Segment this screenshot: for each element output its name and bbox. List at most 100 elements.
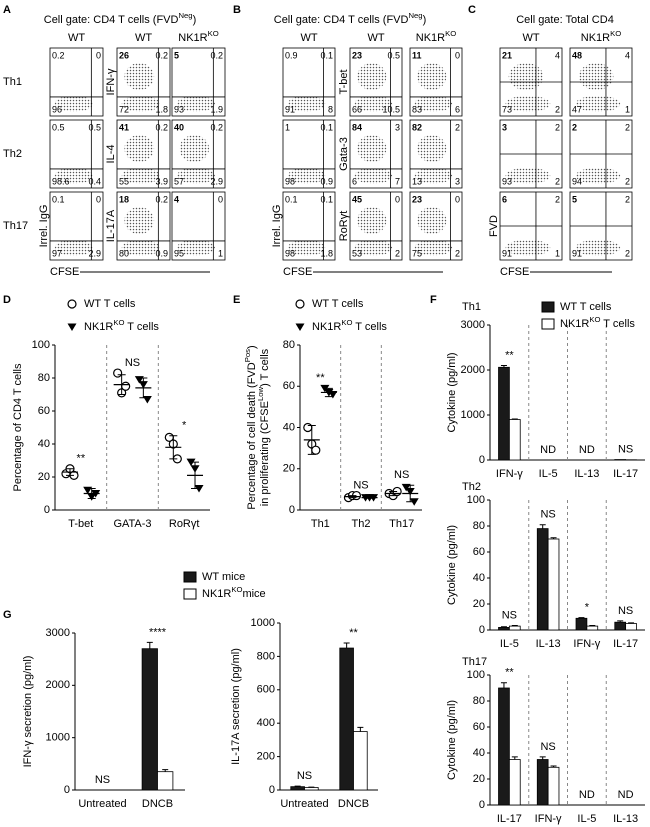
y-tick-label: 400 — [257, 717, 275, 729]
quadrant-value: 0 — [395, 194, 400, 204]
quadrant-value: 91 — [502, 248, 512, 258]
cell-density — [505, 95, 551, 112]
text-part: NK1R — [312, 321, 341, 333]
plot-y-label: Irrel. IgG — [271, 205, 283, 248]
significance-label: ND — [540, 444, 556, 456]
quadrant-value: 1.8 — [320, 248, 333, 258]
text-part: NK1R — [178, 32, 207, 44]
quadrant-value: 11 — [412, 50, 422, 60]
legend-label: WT mice — [202, 571, 245, 583]
cell-density — [357, 62, 387, 91]
error-bar — [294, 785, 301, 787]
significance-label: **** — [149, 626, 167, 638]
bar — [547, 766, 560, 806]
quadrant-value: 91 — [572, 248, 582, 258]
quadrant-value: 3.9 — [155, 176, 168, 186]
column-header: WT — [522, 32, 539, 44]
superscript: KO — [231, 585, 242, 594]
x-tick-label: IL-17 — [497, 813, 522, 825]
quadrant-value: 2 — [555, 194, 560, 204]
text-part: Cell gate: CD4 T cells (FVD — [44, 14, 179, 26]
quadrant-value: 23 — [412, 194, 422, 204]
superscript: Pos — [243, 349, 252, 362]
data-point — [303, 422, 313, 433]
row-label: Th2 — [3, 148, 22, 160]
y-tick-label: 100 — [32, 339, 50, 351]
quadrant-value: 4 — [625, 50, 630, 60]
quadrant-value: 0.9 — [155, 248, 168, 258]
x-tick-label: IL-13 — [613, 813, 638, 825]
quadrant-value: 0.2 — [52, 50, 65, 60]
error-bar — [348, 495, 357, 499]
y-axis-label: Percentage of CD4 T cells — [12, 363, 24, 491]
quadrant-value: 4 — [555, 50, 560, 60]
y-tick-label: 0 — [479, 454, 485, 466]
chart-title: Th17 — [462, 656, 487, 668]
bar — [508, 419, 521, 461]
quadrant-value: 2 — [555, 104, 560, 114]
quadrant-value: 0.4 — [88, 176, 101, 186]
quadrant-value: 1 — [218, 248, 223, 258]
y-tick-label: 3000 — [46, 627, 70, 639]
quadrant-value: 3 — [395, 122, 400, 132]
error-bar — [146, 641, 153, 649]
cell-density — [508, 62, 544, 91]
cell-density — [176, 95, 215, 112]
cell-density — [354, 167, 393, 184]
cell-density — [287, 95, 326, 112]
significance-label: ** — [505, 667, 514, 679]
text-part: NK1R — [416, 32, 445, 44]
cell-density — [354, 239, 393, 256]
x-tick-label: IL-17 — [613, 638, 638, 650]
text-part: NK1R — [581, 32, 610, 44]
quadrant-value: 21 — [502, 50, 512, 60]
superscript: KO — [610, 29, 621, 38]
y-tick-label: 20 — [283, 463, 295, 475]
cell-density — [414, 95, 453, 112]
error-bar — [343, 642, 350, 649]
quadrant-value: 2 — [555, 122, 560, 132]
quadrant-value: 2 — [572, 122, 577, 132]
significance-label: NS — [502, 609, 517, 621]
quadrant-value: 55 — [119, 176, 129, 186]
cell-density — [287, 239, 326, 256]
significance-label: NS — [540, 509, 555, 521]
bar — [339, 647, 354, 791]
error-bar — [365, 496, 374, 499]
y-axis-label: IFN-γ secretion (pg/ml) — [22, 656, 34, 768]
panel-letter: B — [233, 4, 241, 16]
cell-density — [124, 134, 155, 163]
y-tick-label: 80 — [473, 695, 485, 707]
y-tick-label: 1000 — [251, 617, 275, 629]
data-point — [121, 381, 131, 391]
column-header: WT — [135, 32, 152, 44]
quadrant-value: 0.5 — [88, 122, 101, 132]
cell-density — [54, 167, 93, 184]
quadrant-value: 98 — [285, 248, 295, 258]
superscript: Neg — [178, 11, 192, 20]
error-bar — [65, 468, 74, 476]
text-part: ) — [423, 14, 427, 26]
plot-y-label: IL-4 — [105, 145, 117, 164]
row-label: Th17 — [3, 220, 28, 232]
x-tick-label: Untreated — [78, 798, 126, 810]
x-tick-label: IL-5 — [500, 638, 519, 650]
quadrant-value: 10.5 — [382, 104, 400, 114]
quadrant-value: 57 — [174, 176, 184, 186]
significance-label: NS — [297, 770, 312, 782]
quadrant-value: 3 — [502, 122, 507, 132]
x-tick-label: Th2 — [352, 518, 371, 530]
quadrant-value: 93 — [174, 104, 184, 114]
column-header: WT — [68, 32, 85, 44]
y-axis-label: in proliferating (CFSELow) T cells — [256, 348, 271, 506]
x-tick-label: IL-13 — [574, 468, 599, 480]
error-bar — [162, 769, 169, 772]
error-bar — [87, 488, 96, 499]
x-tick-label: IFN-γ — [496, 468, 523, 480]
error-bar — [617, 620, 624, 623]
quadrant-value: 0.5 — [387, 50, 400, 60]
error-bar — [357, 726, 364, 732]
x-axis-label: CFSE — [50, 266, 79, 278]
y-tick-label: 0 — [479, 624, 485, 636]
quadrant-value: 7 — [395, 176, 400, 186]
